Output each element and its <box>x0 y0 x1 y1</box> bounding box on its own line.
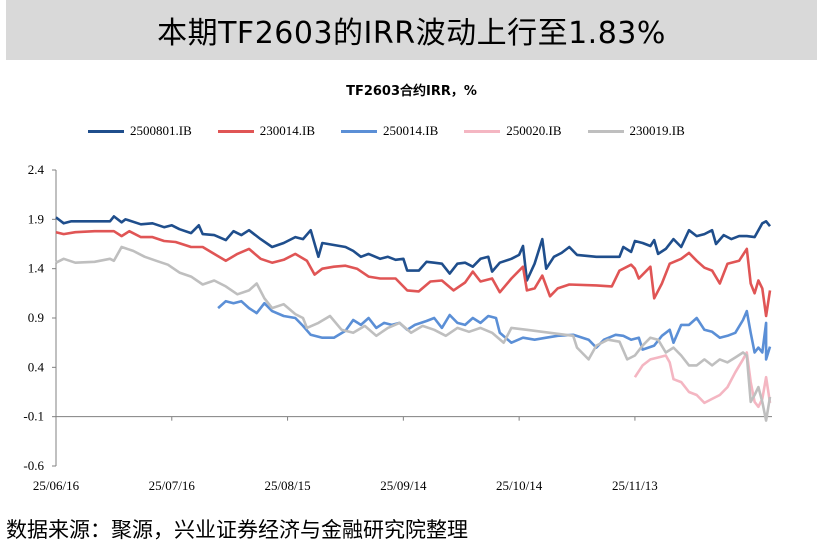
chart-legend: 2500801.IB 230014.IB 250014.IB 250020.IB 230… <box>88 122 711 140</box>
legend-item: 2500801.IB <box>88 123 192 139</box>
legend-label: 230014.IB <box>259 123 315 138</box>
legend-label: 250014.IB <box>383 123 439 138</box>
legend-item: 230019.IB <box>587 123 685 139</box>
legend-item: 250014.IB <box>341 123 438 139</box>
x-tick-label: 25/07/16 <box>149 478 196 493</box>
series-line-2500801-ib <box>55 215 772 282</box>
legend-swatch <box>88 129 124 133</box>
x-tick-label: 25/09/14 <box>380 478 427 493</box>
y-tick-label: 0.4 <box>28 359 45 374</box>
y-tick-label: 2.4 <box>28 162 45 177</box>
series-line-250014-ib <box>217 299 772 361</box>
source-note: 数据来源：聚源，兴业证券经济与金融研究院整理 <box>6 518 468 542</box>
y-tick-label: 1.4 <box>28 261 45 276</box>
banner-title: 本期TF2603的IRR波动上行至1.83% <box>157 16 666 51</box>
title-banner: 本期TF2603的IRR波动上行至1.83% <box>6 0 817 60</box>
y-tick-label: -0.1 <box>23 409 44 424</box>
legend-swatch <box>217 129 254 133</box>
y-tick-label: -0.6 <box>23 458 44 473</box>
legend-label: 2500801.IB <box>130 123 192 138</box>
series-line-230019-ib <box>55 245 772 422</box>
y-tick-label: 0.9 <box>28 310 44 325</box>
legend-item: 230014.IB <box>217 123 315 139</box>
legend-label: 230019.IB <box>629 123 685 138</box>
x-tick-label: 25/08/15 <box>264 478 310 493</box>
x-tick-label: 25/11/13 <box>612 478 658 493</box>
chart-title: TF2603合约IRR，% <box>346 84 477 99</box>
y-tick-label: 1.9 <box>28 211 44 226</box>
legend-label: 250020.IB <box>506 123 562 138</box>
x-tick-label: 25/06/16 <box>33 478 80 493</box>
legend-swatch <box>587 129 624 133</box>
legend-swatch <box>464 129 501 133</box>
x-tick-label: 25/10/14 <box>496 478 543 493</box>
series-line-230014-ib <box>55 229 772 318</box>
series-line-250020-ib <box>633 351 772 409</box>
legend-item: 250020.IB <box>464 123 562 139</box>
legend-swatch <box>341 129 377 133</box>
